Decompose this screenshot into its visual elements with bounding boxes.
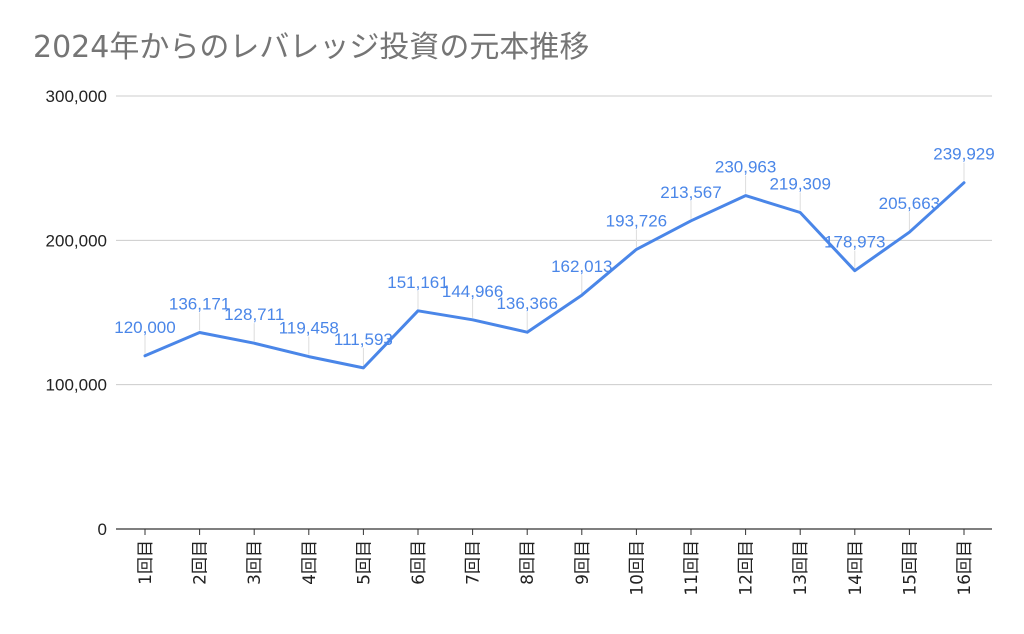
data-label: 144,966 — [442, 282, 503, 301]
data-label: 119,458 — [279, 319, 339, 338]
y-tick-label: 100,000 — [46, 376, 107, 395]
data-label: 219,309 — [769, 174, 830, 193]
x-axis-tick-labels: 1回目 2回目 3回目 4回目 5回目 6回目 7回目 8回目 9回目 10回目 11回目 12回目 1… — [136, 540, 975, 596]
x-tick-label: 3回目 — [245, 540, 265, 585]
chart-title: 2024年からのレバレッジ投資の元本推移 — [33, 30, 590, 65]
series-line — [143, 181, 966, 370]
data-label: 230,963 — [715, 158, 776, 177]
x-tick-label: 6回目 — [409, 540, 429, 585]
x-tick-label: 5回目 — [354, 540, 374, 585]
gridlines — [116, 95, 992, 386]
data-label: 136,171 — [169, 294, 230, 313]
data-label: 178,973 — [824, 233, 885, 252]
data-label: 213,567 — [660, 183, 721, 202]
y-tick-label: 0 — [98, 520, 107, 539]
data-label: 111,593 — [334, 330, 393, 349]
data-label: 136,366 — [496, 294, 557, 313]
x-tick-label: 16回目 — [955, 540, 975, 596]
data-label: 162,013 — [551, 257, 612, 276]
y-axis-ticks: 0 100,000 200,000 300,000 — [46, 87, 107, 539]
data-label: 193,726 — [606, 211, 667, 230]
x-tick-label: 9回目 — [573, 540, 593, 585]
x-tick-label: 1回目 — [136, 540, 156, 585]
series-line-group — [143, 181, 966, 370]
x-tick-label: 15回目 — [900, 540, 920, 596]
data-label-leaders — [144, 162, 965, 366]
data-label: 120,000 — [114, 318, 175, 337]
x-tick-label: 2回目 — [191, 540, 211, 585]
data-label: 239,929 — [933, 145, 994, 164]
data-label: 128,711 — [224, 305, 284, 324]
x-tick-label: 4回目 — [300, 540, 320, 585]
x-tick-label: 7回目 — [464, 540, 484, 585]
x-axis — [116, 528, 992, 535]
x-tick-label: 8回目 — [518, 540, 538, 585]
y-tick-label: 300,000 — [46, 87, 107, 106]
x-tick-label: 10回目 — [627, 540, 647, 596]
x-tick-label: 12回目 — [737, 540, 757, 596]
x-tick-label: 11回目 — [682, 540, 702, 596]
data-label: 205,663 — [879, 194, 940, 213]
x-tick-label: 14回目 — [846, 540, 866, 596]
y-tick-label: 200,000 — [46, 231, 107, 250]
x-tick-label: 13回目 — [791, 540, 811, 596]
data-label: 151,161 — [387, 273, 448, 292]
